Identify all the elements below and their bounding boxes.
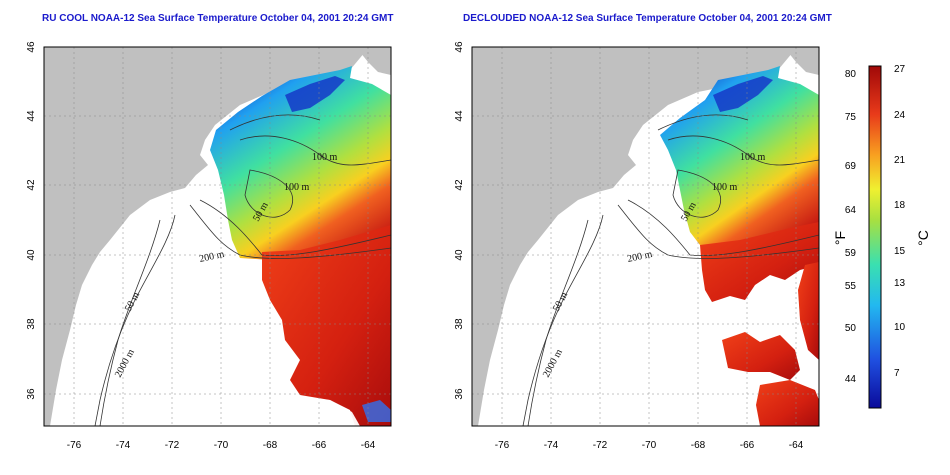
celsius-tick-label: 21 bbox=[894, 155, 906, 166]
lat-tick-label: 40 bbox=[454, 249, 465, 261]
lat-tick-label: 36 bbox=[454, 388, 465, 400]
sst-field-warm bbox=[722, 332, 800, 380]
lon-tick-label: -64 bbox=[361, 440, 376, 451]
lon-tick-label: -74 bbox=[544, 440, 559, 451]
right-lon-ticks: -76 -74 -72 -70 -68 -66 -64 bbox=[495, 440, 804, 451]
fahrenheit-ticks: 80 75 69 64 59 55 50 44 bbox=[845, 69, 857, 385]
sst-field-warm bbox=[756, 380, 819, 426]
right-map-panel: DECLOUDED NOAA-12 Sea Surface Temperatur… bbox=[454, 13, 832, 451]
lon-tick-label: -70 bbox=[642, 440, 657, 451]
fahrenheit-tick-label: 50 bbox=[845, 323, 857, 334]
grid-lines bbox=[472, 47, 819, 426]
lon-tick-label: -66 bbox=[740, 440, 755, 451]
contour-label: 100 m bbox=[712, 182, 738, 193]
contour-label: 100 m bbox=[312, 152, 338, 163]
bathymetry-contours bbox=[522, 114, 819, 426]
lon-tick-label: -66 bbox=[312, 440, 327, 451]
lon-tick-label: -72 bbox=[593, 440, 608, 451]
celsius-tick-label: 24 bbox=[894, 110, 906, 121]
left-map-area bbox=[44, 47, 391, 426]
lat-tick-label: 46 bbox=[454, 41, 465, 53]
lat-tick-label: 42 bbox=[26, 179, 37, 191]
contour-label: 100 m bbox=[740, 152, 766, 163]
sst-field-cold bbox=[210, 66, 391, 262]
lon-tick-label: -68 bbox=[691, 440, 706, 451]
left-lon-ticks: -76 -74 -72 -70 -68 -66 -64 bbox=[67, 440, 376, 451]
fahrenheit-tick-label: 75 bbox=[845, 112, 857, 123]
temperature-colorbar: 80 75 69 64 59 55 50 44 27 24 21 18 15 1… bbox=[832, 64, 931, 409]
lon-tick-label: -76 bbox=[67, 440, 82, 451]
left-panel-title: RU COOL NOAA-12 Sea Surface Temperature … bbox=[42, 13, 393, 24]
lon-tick-label: -72 bbox=[165, 440, 180, 451]
sst-field-warm bbox=[798, 262, 819, 360]
contour-label: 200 m bbox=[626, 249, 653, 265]
lat-tick-label: 38 bbox=[454, 318, 465, 330]
celsius-tick-label: 10 bbox=[894, 322, 906, 333]
lon-tick-label: -68 bbox=[263, 440, 278, 451]
lat-tick-label: 42 bbox=[454, 179, 465, 191]
celsius-unit-label: °C bbox=[915, 230, 931, 246]
lat-tick-label: 44 bbox=[26, 110, 37, 122]
sst-field-warm bbox=[262, 225, 391, 426]
contour-label: 100 m bbox=[284, 182, 310, 193]
fahrenheit-tick-label: 55 bbox=[845, 281, 857, 292]
contour-label: 200 m bbox=[198, 249, 225, 265]
right-map-area bbox=[472, 47, 819, 426]
right-lat-ticks: 36 38 40 42 44 46 bbox=[454, 41, 465, 400]
lon-tick-label: -74 bbox=[116, 440, 131, 451]
celsius-tick-label: 7 bbox=[894, 368, 900, 379]
lon-tick-label: -70 bbox=[214, 440, 229, 451]
celsius-tick-label: 13 bbox=[894, 278, 906, 289]
left-map-frame bbox=[43, 46, 392, 427]
land-mass bbox=[44, 47, 391, 426]
fahrenheit-tick-label: 80 bbox=[845, 69, 857, 80]
land-mass bbox=[472, 47, 819, 426]
left-map-panel: RU COOL NOAA-12 Sea Surface Temperature … bbox=[26, 13, 393, 451]
fahrenheit-unit-label: °F bbox=[832, 231, 848, 245]
celsius-tick-label: 18 bbox=[894, 200, 906, 211]
lat-tick-label: 36 bbox=[26, 388, 37, 400]
fahrenheit-tick-label: 69 bbox=[845, 161, 857, 172]
lat-tick-label: 38 bbox=[26, 318, 37, 330]
lat-tick-label: 40 bbox=[26, 249, 37, 261]
fahrenheit-tick-label: 64 bbox=[845, 205, 857, 216]
lat-tick-label: 44 bbox=[454, 110, 465, 122]
right-panel-title: DECLOUDED NOAA-12 Sea Surface Temperatur… bbox=[463, 13, 832, 24]
left-lat-ticks: 36 38 40 42 44 46 bbox=[26, 41, 37, 400]
right-map-frame bbox=[471, 46, 820, 427]
bathymetry-contours bbox=[94, 114, 391, 426]
fahrenheit-tick-label: 44 bbox=[845, 374, 857, 385]
celsius-ticks: 27 24 21 18 15 13 10 7 bbox=[894, 64, 906, 379]
lon-tick-label: -64 bbox=[789, 440, 804, 451]
fahrenheit-tick-label: 59 bbox=[845, 248, 857, 259]
grid-lines bbox=[44, 47, 391, 426]
lon-tick-label: -76 bbox=[495, 440, 510, 451]
lat-tick-label: 46 bbox=[26, 41, 37, 53]
celsius-tick-label: 27 bbox=[894, 64, 906, 75]
celsius-tick-label: 15 bbox=[894, 246, 906, 257]
colorbar-gradient bbox=[868, 65, 882, 409]
sst-field-cold bbox=[660, 66, 819, 250]
